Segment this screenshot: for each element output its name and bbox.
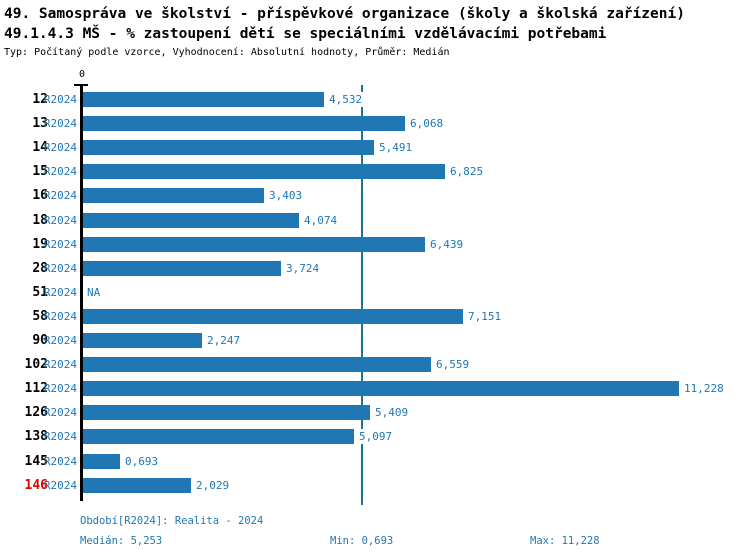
- bar: [83, 429, 354, 444]
- row-period-label: R2024: [43, 406, 77, 419]
- row-period-label: R2024: [43, 334, 77, 347]
- row-id-label: 19: [32, 237, 48, 252]
- footer-median-label: Medián: 5,253: [80, 535, 163, 547]
- bar: [83, 405, 370, 420]
- bar-value-label: 6,559: [435, 357, 471, 372]
- row-id-label: 12: [32, 92, 48, 107]
- row-period-label: R2024: [43, 93, 77, 106]
- row-period-label: R2024: [43, 430, 77, 443]
- row-period-label: R2024: [43, 286, 77, 299]
- row-period-label: R2024: [43, 238, 77, 251]
- row-id-label: 58: [32, 309, 48, 324]
- row-period-label: R2024: [43, 189, 77, 202]
- bar-value-label: 4,074: [303, 213, 339, 228]
- row-id-label: 14: [32, 140, 48, 155]
- row-period-label: R2024: [43, 141, 77, 154]
- row-period-label: R2024: [43, 117, 77, 130]
- bar: [83, 381, 679, 396]
- bar-value-label: 2,029: [195, 478, 231, 493]
- footer-min-label: Min: 0,693: [330, 535, 394, 547]
- bar-value-label: 5,409: [374, 405, 410, 420]
- bar: [83, 454, 120, 469]
- row-period-label: R2024: [43, 358, 77, 371]
- row-period-label: R2024: [43, 165, 77, 178]
- row-id-label: 51: [32, 285, 48, 300]
- bar-value-label: 3,403: [268, 188, 304, 203]
- bar: [83, 188, 264, 203]
- bar: [83, 92, 324, 107]
- bar-value-label: 7,151: [467, 309, 503, 324]
- bar: [83, 309, 463, 324]
- row-id-label: 145: [24, 454, 48, 469]
- row-id-label: 13: [32, 116, 48, 131]
- row-id-label: 15: [32, 164, 48, 179]
- bar: [83, 140, 374, 155]
- bar: [83, 237, 425, 252]
- bar-value-label: 6,068: [409, 116, 445, 131]
- row-period-label: R2024: [43, 214, 77, 227]
- bar-value-label: 3,724: [285, 261, 321, 276]
- row-id-label: 18: [32, 213, 48, 228]
- row-period-label: R2024: [43, 310, 77, 323]
- bar: [83, 261, 281, 276]
- bar: [83, 357, 431, 372]
- bar-value-label: NA: [86, 285, 102, 300]
- chart-title-line1: 49. Samospráva ve školství - příspěvkové…: [4, 6, 685, 22]
- x-axis-zero-label: 0: [78, 69, 86, 80]
- row-period-label: R2024: [43, 479, 77, 492]
- chart-meta-line: Typ: Počítaný podle vzorce, Vyhodnocení:…: [4, 47, 450, 58]
- bar: [83, 478, 191, 493]
- row-period-label: R2024: [43, 455, 77, 468]
- bar: [83, 116, 405, 131]
- row-period-label: R2024: [43, 262, 77, 275]
- row-id-label: 102: [24, 357, 48, 372]
- bar-value-label: 4,532: [328, 92, 364, 107]
- row-id-label: 28: [32, 261, 48, 276]
- row-id-label: 16: [32, 188, 48, 203]
- bar: [83, 213, 299, 228]
- y-axis-line: [80, 84, 83, 501]
- chart-title-line2: 49.1.4.3 MŠ - % zastoupení dětí se speci…: [4, 26, 607, 42]
- median-line: [361, 85, 363, 505]
- bar-value-label: 0,693: [124, 454, 160, 469]
- bar-value-label: 6,439: [429, 237, 465, 252]
- footer-period-label: Období[R2024]: Realita - 2024: [80, 515, 264, 527]
- row-id-label: 138: [24, 429, 48, 444]
- bar-value-label: 11,228: [683, 381, 725, 396]
- row-id-label: 90: [32, 333, 48, 348]
- footer-max-label: Max: 11,228: [530, 535, 600, 547]
- row-id-label: 112: [24, 381, 48, 396]
- row-period-label: R2024: [43, 382, 77, 395]
- row-id-label: 146: [24, 478, 48, 493]
- bar-value-label: 5,491: [378, 140, 414, 155]
- bar-value-label: 2,247: [206, 333, 242, 348]
- bar: [83, 333, 202, 348]
- bar-value-label: 6,825: [449, 164, 485, 179]
- bar: [83, 164, 445, 179]
- row-id-label: 126: [24, 405, 48, 420]
- bar-value-label: 5,097: [358, 429, 394, 444]
